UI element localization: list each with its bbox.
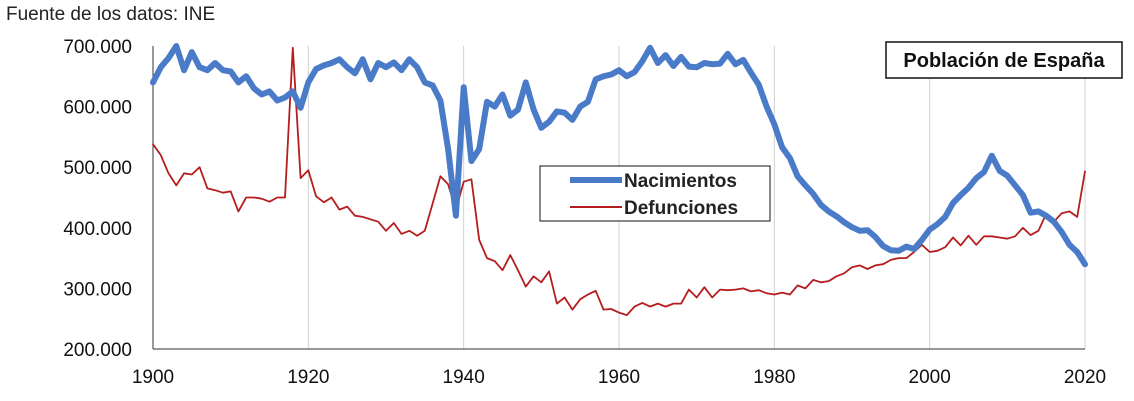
x-tick-label: 1940 bbox=[443, 367, 485, 388]
series-line-defunciones bbox=[152, 46, 1086, 317]
x-axis-ticks: 1900 1920 1940 1960 1980 2000 2020 bbox=[132, 367, 1106, 388]
x-tick-label: 1980 bbox=[753, 367, 795, 388]
y-tick-label: 400.000 bbox=[63, 219, 132, 240]
legend-label-defunciones: Defunciones bbox=[624, 198, 738, 219]
y-axis-ticks: 200.000 300.000 400.000 500.000 600.000 700.0… bbox=[63, 37, 132, 361]
axes bbox=[152, 46, 1085, 350]
series-line-nacimientos bbox=[150, 43, 1088, 268]
y-tick-label: 500.000 bbox=[63, 158, 132, 179]
x-tick-label: 1900 bbox=[132, 367, 174, 388]
x-tick-label: 2020 bbox=[1064, 367, 1106, 388]
y-tick-label: 300.000 bbox=[63, 279, 132, 300]
x-tick-label: 2000 bbox=[909, 367, 951, 388]
y-tick-label: 200.000 bbox=[63, 340, 132, 361]
series-layer bbox=[150, 43, 1088, 317]
y-tick-label: 700.000 bbox=[63, 37, 132, 58]
legend: Nacimientos Defunciones bbox=[539, 165, 771, 222]
chart-title: Población de España bbox=[903, 50, 1105, 72]
y-tick-label: 600.000 bbox=[63, 98, 132, 119]
chart-title-box: Población de España bbox=[885, 41, 1123, 79]
legend-label-nacimientos: Nacimientos bbox=[624, 171, 737, 192]
x-tick-label: 1920 bbox=[287, 367, 329, 388]
source-note: Fuente de los datos: INE bbox=[6, 4, 216, 25]
x-tick-label: 1960 bbox=[598, 367, 640, 388]
